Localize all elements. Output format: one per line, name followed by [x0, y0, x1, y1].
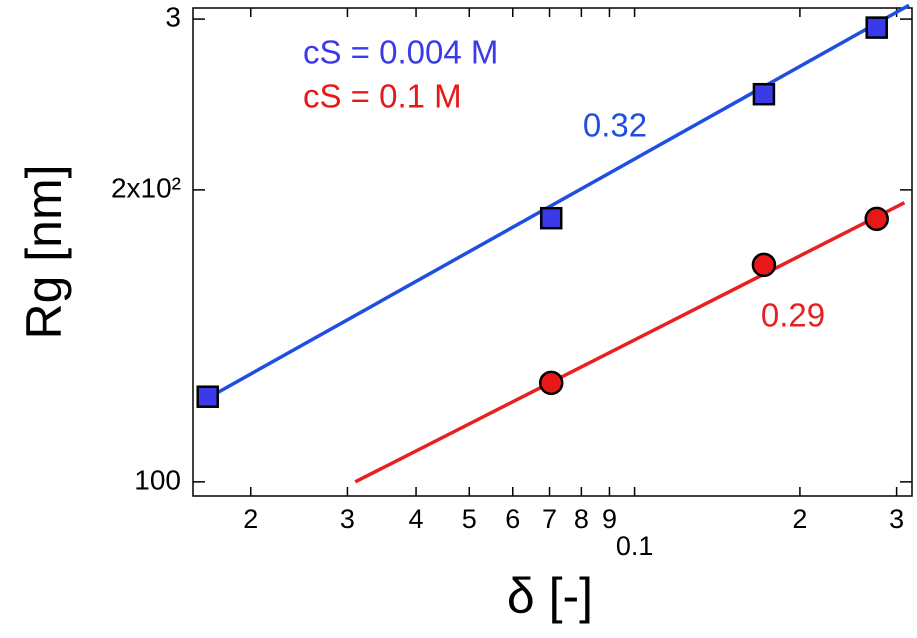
marker-circle: [751, 252, 777, 278]
x-tick-label: 4: [409, 504, 424, 534]
x-tick-label: 5: [462, 504, 477, 534]
x-tick-label: 6: [505, 504, 520, 534]
x-tick-label: 2: [243, 504, 258, 534]
marker-circle: [864, 206, 889, 232]
x-tick-label: 3: [340, 504, 355, 534]
x-tick-label: 7: [542, 504, 557, 534]
fit-line: [206, 3, 910, 400]
y-tick-label: 3: [165, 1, 181, 32]
y-axis-label: Rg [nm]: [16, 164, 72, 339]
legend-entry: cS = 0.1 M: [303, 78, 462, 115]
marker-square: [752, 82, 776, 106]
y-tick-label: 100: [134, 464, 181, 495]
x-axis-label: δ [-]: [507, 568, 593, 624]
y-tick-label: 2x10²: [111, 172, 181, 203]
slope-annotation: 0.29: [761, 297, 825, 334]
x-tick-label: 3: [889, 504, 904, 534]
x-tick-label: 2: [792, 504, 807, 534]
plot-frame: [192, 7, 913, 497]
marker-circle: [538, 370, 564, 396]
slope-annotation: 0.32: [583, 107, 647, 144]
marker-square: [539, 206, 563, 230]
fit-line: [354, 201, 906, 484]
marker-square: [196, 385, 219, 408]
legend-entry: cS = 0.004 M: [303, 34, 498, 71]
x-tick-label: 9: [602, 504, 617, 534]
x-tick-label: 8: [574, 504, 589, 534]
x-tick-label: 0.1: [616, 531, 654, 561]
marker-square: [865, 16, 888, 39]
